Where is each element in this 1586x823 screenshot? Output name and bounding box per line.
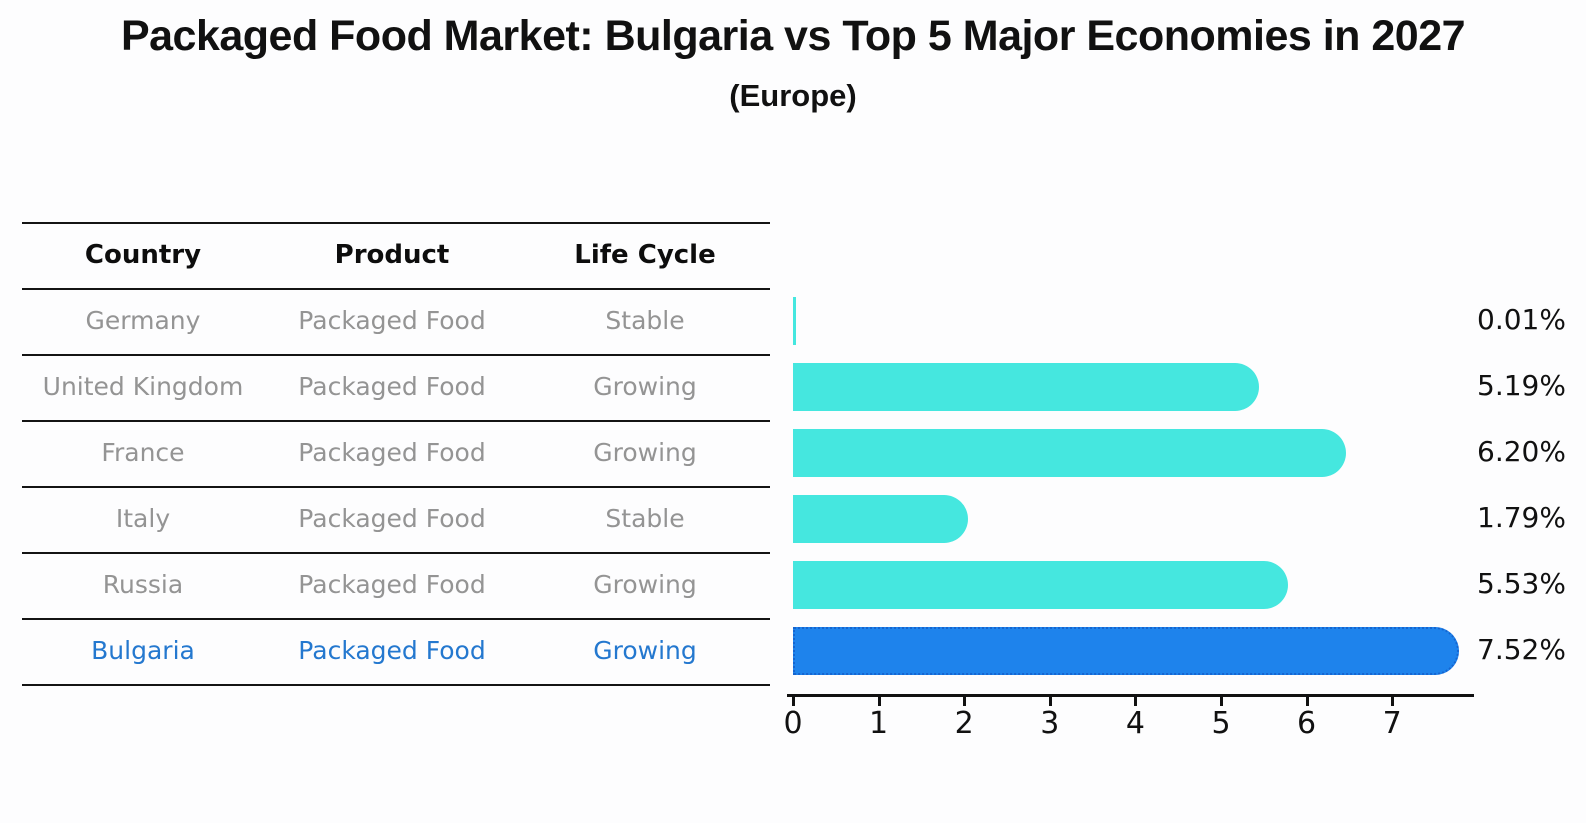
bar-france (793, 429, 1346, 477)
table-cell-product: Packaged Food (298, 570, 486, 599)
table-header-life-cycle: Life Cycle (574, 240, 716, 270)
table-cell-country: Italy (115, 504, 171, 533)
x-axis (787, 694, 1474, 697)
axis-tick-label: 4 (1125, 706, 1145, 741)
table-rule (22, 618, 770, 620)
bar-russia (793, 561, 1289, 609)
table-rule (22, 222, 770, 224)
table-rule (22, 552, 770, 554)
bar-value-label: 7.52% (1477, 633, 1566, 666)
table-cell-product: Packaged Food (298, 636, 486, 665)
table-cell-product: Packaged Food (298, 504, 486, 533)
bar-value-label: 1.79% (1477, 501, 1566, 534)
table-cell-country: United Kingdom (42, 372, 244, 401)
bar-value-label: 5.53% (1477, 567, 1566, 600)
table-header-country: Country (84, 240, 202, 270)
table-cell-life-cycle: Stable (605, 504, 685, 533)
table-rule (22, 486, 770, 488)
table-cell-life-cycle: Growing (593, 438, 697, 467)
axis-tick (877, 697, 881, 706)
bar-italy (793, 495, 969, 543)
table-cell-product: Packaged Food (298, 372, 486, 401)
table-cell-country: Bulgaria (91, 636, 195, 665)
axis-tick-label: 6 (1297, 706, 1317, 741)
table-rule (22, 420, 770, 422)
axis-tick (1134, 697, 1138, 706)
bar-value-label: 5.19% (1477, 369, 1566, 402)
axis-tick (792, 697, 795, 706)
table-rule (22, 684, 770, 686)
axis-tick-label: 7 (1382, 706, 1402, 741)
table-cell-product: Packaged Food (298, 438, 486, 467)
axis-tick (1048, 697, 1052, 706)
table-header-product: Product (334, 240, 450, 270)
table-cell-product: Packaged Food (298, 306, 486, 335)
bar-value-label: 0.01% (1477, 303, 1566, 336)
axis-tick-label: 1 (869, 706, 889, 741)
axis-tick-label: 5 (1211, 706, 1231, 741)
table-cell-life-cycle: Growing (593, 372, 697, 401)
chart-subtitle: (Europe) (729, 78, 857, 113)
table-cell-life-cycle: Growing (593, 570, 697, 599)
axis-tick-label: 0 (783, 706, 803, 741)
axis-tick (1391, 697, 1395, 706)
table-cell-life-cycle: Stable (605, 306, 685, 335)
table-rule (22, 354, 770, 356)
table-cell-life-cycle: Growing (593, 636, 697, 665)
axis-tick (1220, 697, 1223, 706)
bar-bulgaria (793, 627, 1459, 675)
axis-tick (1305, 697, 1309, 706)
table-cell-country: Russia (102, 570, 184, 599)
bar-germany (793, 297, 796, 345)
bar-value-label: 6.20% (1477, 435, 1566, 468)
table-cell-country: Germany (85, 306, 201, 335)
table-rule (22, 288, 770, 290)
axis-tick (963, 697, 967, 706)
table-cell-country: France (101, 438, 185, 467)
axis-tick-label: 3 (1040, 706, 1060, 741)
bar-united-kingdom (793, 363, 1260, 411)
axis-tick-label: 2 (954, 706, 974, 741)
chart-title: Packaged Food Market: Bulgaria vs Top 5 … (120, 12, 1466, 60)
